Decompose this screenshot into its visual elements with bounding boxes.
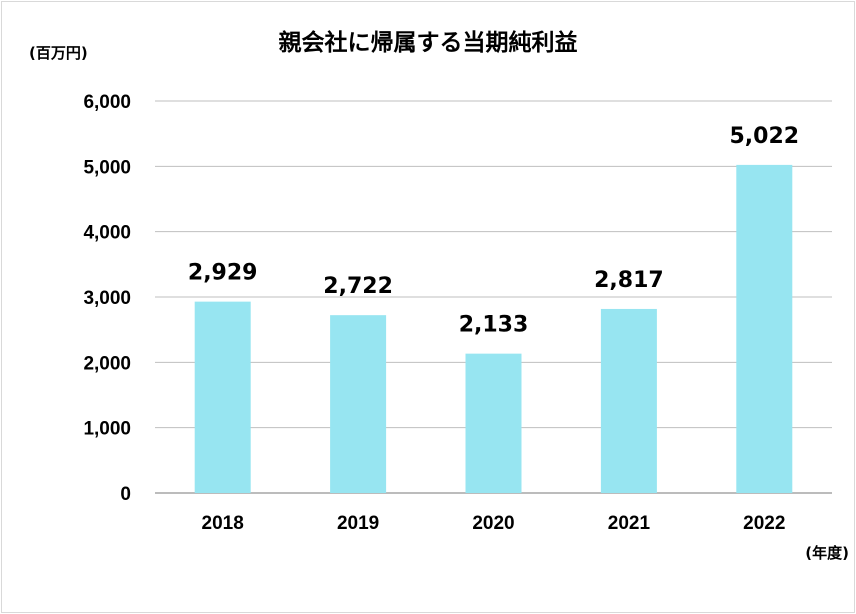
bar-2021 bbox=[600, 308, 657, 493]
chart-title: 親会社に帰属する当期純利益 bbox=[279, 29, 578, 56]
y-axis-ticks: 0 1,000 2,000 3,000 4,000 5,000 6,000 bbox=[83, 92, 131, 505]
x-tick-label: 2018 bbox=[202, 513, 244, 534]
y-tick-label: 6,000 bbox=[83, 92, 131, 113]
data-label: 2,722 bbox=[323, 274, 393, 299]
bar-2020 bbox=[465, 353, 522, 493]
x-tick-label: 2022 bbox=[743, 513, 785, 534]
gridlines bbox=[155, 100, 832, 494]
bar-2022 bbox=[736, 164, 793, 493]
y-tick-label: 3,000 bbox=[83, 288, 131, 309]
data-label: 2,929 bbox=[188, 261, 258, 286]
y-axis-unit-label: (百万円) bbox=[29, 44, 88, 62]
data-label: 2,817 bbox=[594, 268, 664, 293]
bar-2019 bbox=[330, 315, 387, 493]
x-tick-label: 2019 bbox=[337, 513, 379, 534]
bars bbox=[194, 164, 793, 493]
x-axis-ticks: 2018 2019 2020 2021 2022 bbox=[202, 513, 786, 534]
data-label: 2,133 bbox=[459, 313, 529, 338]
y-tick-label: 2,000 bbox=[83, 353, 131, 374]
x-tick-label: 2020 bbox=[472, 513, 514, 534]
x-axis-unit-label: (年度) bbox=[805, 544, 849, 562]
bar-2018 bbox=[194, 301, 251, 493]
y-tick-label: 0 bbox=[120, 484, 131, 505]
y-tick-label: 5,000 bbox=[83, 157, 131, 178]
data-labels: 2,929 2,722 2,133 2,817 5,022 bbox=[188, 124, 799, 338]
y-tick-label: 4,000 bbox=[83, 223, 131, 244]
data-label: 5,022 bbox=[730, 124, 800, 149]
x-tick-label: 2021 bbox=[608, 513, 651, 534]
y-tick-label: 1,000 bbox=[83, 419, 131, 440]
